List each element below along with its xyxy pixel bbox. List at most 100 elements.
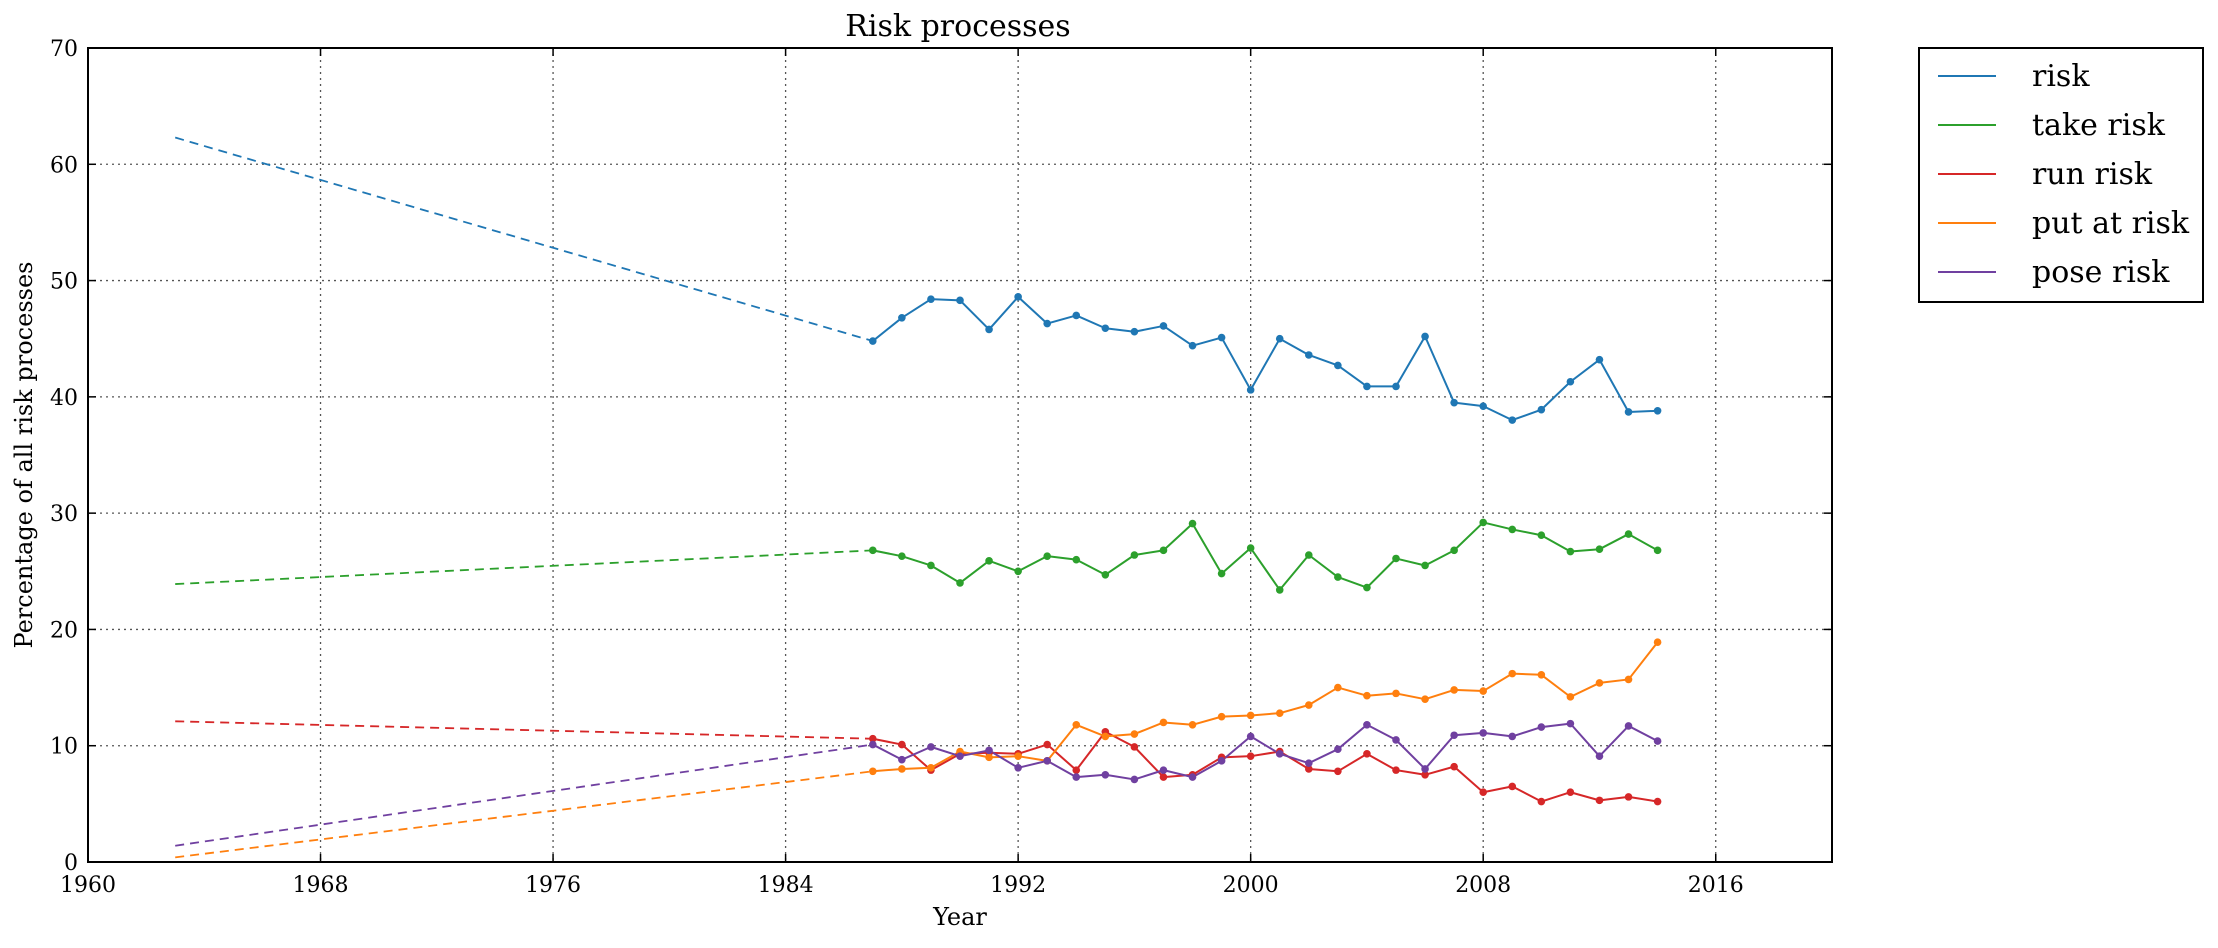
data-point-risk bbox=[1217, 333, 1226, 342]
data-point-take-risk bbox=[1043, 552, 1051, 560]
data-point-pose-risk bbox=[1479, 729, 1487, 737]
data-point-run-risk bbox=[898, 740, 906, 749]
data-point-put-at-risk bbox=[985, 753, 993, 762]
data-points bbox=[869, 293, 1662, 806]
y-tick-label: 60 bbox=[50, 153, 78, 178]
trend-line-run-risk bbox=[175, 720, 873, 740]
data-point-take-risk bbox=[1566, 547, 1575, 556]
y-tick-label: 50 bbox=[50, 270, 78, 295]
data-point-run-risk bbox=[1566, 788, 1575, 797]
data-point-pose-risk bbox=[927, 743, 935, 751]
data-point-put-at-risk bbox=[1101, 732, 1110, 741]
data-point-put-at-risk bbox=[1014, 752, 1022, 760]
legend-label-run-risk: run risk bbox=[2032, 157, 2153, 192]
data-point-risk bbox=[1072, 311, 1081, 320]
data-point-risk bbox=[1450, 398, 1458, 407]
data-point-pose-risk bbox=[1508, 732, 1517, 741]
data-point-run-risk bbox=[1508, 782, 1517, 791]
data-point-take-risk bbox=[1014, 567, 1022, 576]
data-point-put-at-risk bbox=[1653, 638, 1662, 647]
data-point-take-risk bbox=[1130, 551, 1139, 559]
data-point-put-at-risk bbox=[927, 764, 935, 772]
data-point-put-at-risk bbox=[1421, 695, 1429, 703]
data-point-put-at-risk bbox=[1072, 720, 1081, 729]
data-point-run-risk bbox=[1334, 767, 1342, 776]
y-tick-label: 20 bbox=[50, 618, 78, 643]
data-point-put-at-risk bbox=[1508, 669, 1517, 678]
data-point-pose-risk bbox=[1421, 765, 1429, 773]
data-point-put-at-risk bbox=[1188, 720, 1197, 729]
data-point-pose-risk bbox=[1043, 757, 1051, 765]
data-point-take-risk bbox=[1305, 551, 1313, 559]
x-axis-ticks: 1960 1968 1976 1984 1992 2000 2008 2016 bbox=[60, 48, 1744, 898]
y-tick-label: 40 bbox=[50, 386, 78, 411]
data-point-run-risk bbox=[1421, 770, 1429, 779]
x-tick-label: 1968 bbox=[293, 873, 349, 898]
data-point-pose-risk bbox=[1217, 757, 1226, 765]
data-point-take-risk bbox=[1421, 561, 1429, 570]
data-point-run-risk bbox=[1363, 750, 1371, 758]
data-point-risk bbox=[898, 313, 906, 322]
data-point-take-risk bbox=[1334, 573, 1342, 581]
data-point-pose-risk bbox=[1275, 750, 1284, 758]
data-point-take-risk bbox=[1363, 583, 1371, 592]
data-point-put-at-risk bbox=[1595, 679, 1604, 687]
data-point-risk bbox=[1508, 416, 1517, 424]
data-point-risk bbox=[1537, 405, 1546, 414]
data-point-put-at-risk bbox=[1392, 689, 1400, 698]
data-point-risk bbox=[985, 325, 993, 334]
trend-line-put-at-risk bbox=[175, 770, 873, 859]
data-point-take-risk bbox=[1188, 519, 1197, 528]
data-point-pose-risk bbox=[1101, 770, 1110, 779]
y-tick-label: 10 bbox=[50, 735, 78, 760]
data-point-run-risk bbox=[1624, 793, 1633, 801]
data-point-run-risk bbox=[1159, 773, 1168, 781]
data-point-take-risk bbox=[956, 579, 964, 587]
legend-label-pose-risk: pose risk bbox=[2032, 255, 2170, 290]
series-line-take-risk bbox=[872, 521, 1659, 591]
trend-line-take-risk bbox=[175, 549, 873, 585]
data-point-take-risk bbox=[1479, 518, 1487, 527]
data-point-pose-risk bbox=[1363, 720, 1371, 729]
data-point-risk bbox=[1305, 351, 1313, 359]
series-lines bbox=[872, 295, 1659, 803]
data-point-run-risk bbox=[1305, 765, 1313, 773]
data-point-risk bbox=[956, 296, 964, 305]
data-point-risk bbox=[1101, 324, 1110, 333]
data-point-pose-risk bbox=[1653, 737, 1662, 745]
data-point-pose-risk bbox=[869, 740, 877, 749]
data-point-risk bbox=[1246, 386, 1255, 394]
data-point-risk bbox=[1566, 377, 1575, 386]
data-point-take-risk bbox=[1159, 546, 1168, 555]
data-point-risk bbox=[1188, 341, 1197, 350]
data-point-run-risk bbox=[1479, 788, 1487, 797]
data-point-take-risk bbox=[1275, 586, 1284, 594]
data-point-risk bbox=[1334, 361, 1342, 370]
data-point-run-risk bbox=[1392, 766, 1400, 774]
x-tick-label: 1992 bbox=[990, 873, 1046, 898]
data-point-take-risk bbox=[1653, 546, 1662, 555]
x-tick-label: 2016 bbox=[1688, 873, 1744, 898]
data-point-put-at-risk bbox=[869, 767, 877, 776]
data-point-pose-risk bbox=[1566, 719, 1575, 728]
chart-title: Risk processes bbox=[845, 9, 1070, 44]
x-tick-label: 1976 bbox=[525, 873, 581, 898]
data-point-put-at-risk bbox=[1130, 730, 1139, 738]
x-tick-label: 1984 bbox=[758, 873, 814, 898]
data-point-risk bbox=[927, 295, 935, 303]
data-point-pose-risk bbox=[1334, 745, 1342, 754]
data-point-put-at-risk bbox=[1217, 712, 1226, 721]
series-line-put-at-risk bbox=[872, 641, 1659, 773]
data-point-risk bbox=[869, 337, 877, 345]
y-axis-ticks: 0 10 20 30 40 50 60 70 bbox=[50, 37, 1832, 876]
data-point-risk bbox=[1624, 408, 1633, 416]
data-point-put-at-risk bbox=[1624, 675, 1633, 684]
data-point-pose-risk bbox=[1595, 752, 1604, 760]
data-point-pose-risk bbox=[1624, 722, 1633, 730]
data-point-pose-risk bbox=[1305, 759, 1313, 767]
data-point-take-risk bbox=[1595, 545, 1604, 553]
data-point-put-at-risk bbox=[1450, 686, 1458, 694]
data-point-risk bbox=[1130, 327, 1139, 336]
data-point-pose-risk bbox=[1246, 732, 1255, 741]
